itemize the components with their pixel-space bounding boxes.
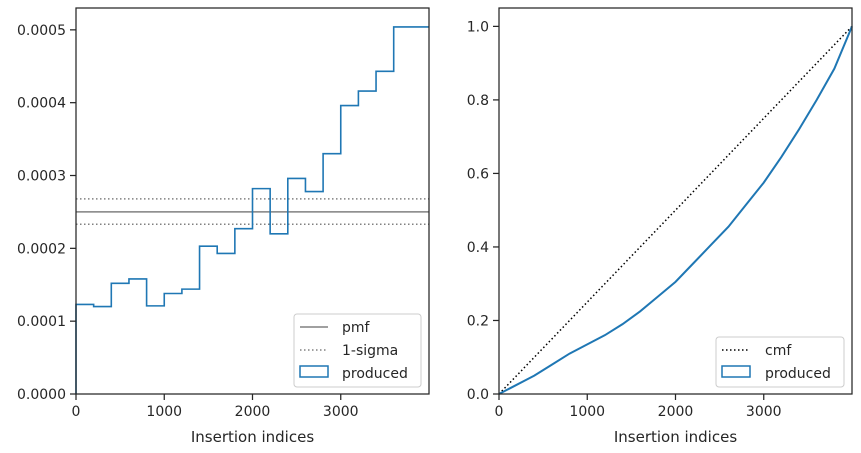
histogram-panel: 0 1000 2000 3000 0.00000.00010.00020.00030.… <box>17 7 430 446</box>
y-tick-label: 0.0005 <box>17 23 66 39</box>
histogram-x-axis-title: Insertion indices <box>191 428 314 446</box>
legend-produced-swatch <box>721 365 751 378</box>
y-tick-label: 0.0001 <box>17 314 66 330</box>
x-tick-label: 3000 <box>323 404 359 420</box>
cmf-panel: 0 1000 2000 3000 0.0 0.2 0.4 0.6 0.8 1.0 Inserti… <box>467 7 853 446</box>
x-tick-label: 2000 <box>658 404 694 420</box>
x-tick-label: 3000 <box>746 404 782 420</box>
y-tick-label: 0.0004 <box>17 96 66 112</box>
cmf-x-ticks: 0 1000 2000 3000 <box>495 394 782 420</box>
y-tick-label: 0.8 <box>467 93 489 109</box>
x-tick-label: 2000 <box>235 404 271 420</box>
legend-pmf-label: pmf <box>342 320 371 336</box>
y-tick-label: 0.4 <box>467 240 489 256</box>
legend-sigma-label: 1-sigma <box>342 343 398 359</box>
cmf-marks <box>498 25 853 395</box>
cmf-x-axis-title: Insertion indices <box>614 428 737 446</box>
cmf-y-ticks: 0.0 0.2 0.4 0.6 0.8 1.0 <box>467 19 499 403</box>
y-tick-label: 0.6 <box>467 166 489 182</box>
legend-produced-label: produced <box>765 366 831 382</box>
legend-box <box>715 336 845 388</box>
produced-histogram-step <box>75 26 429 394</box>
legend-produced-label: produced <box>342 366 408 382</box>
y-tick-label: 0.0 <box>467 387 489 403</box>
legend-box <box>293 313 422 388</box>
histogram-legend: pmf 1-sigma produced <box>293 313 422 388</box>
y-tick-label: 0.2 <box>467 313 489 329</box>
cmf-axes-frame <box>498 7 853 395</box>
histogram-y-ticks: 0.0000 0.0001 0.0002 0.0003 0.0004 0.0005 <box>17 23 76 403</box>
produced-series-line <box>498 25 853 395</box>
x-tick-label: 0 <box>72 404 81 420</box>
cmf-series-line <box>498 25 853 395</box>
y-tick-label: 0.0000 <box>17 387 66 403</box>
legend-produced-swatch <box>299 365 329 378</box>
y-tick-label: 0.0003 <box>17 169 66 185</box>
x-tick-label: 0 <box>495 404 504 420</box>
y-tick-label: 1.0 <box>467 19 489 35</box>
cmf-legend: cmf produced <box>715 336 845 388</box>
histogram-marks <box>75 26 429 394</box>
x-tick-label: 1000 <box>569 404 605 420</box>
y-tick-label: 0.0002 <box>17 241 66 257</box>
legend-cmf-label: cmf <box>765 343 792 359</box>
x-tick-label: 1000 <box>146 404 182 420</box>
histogram-x-ticks: 0 1000 2000 3000 <box>72 394 359 420</box>
